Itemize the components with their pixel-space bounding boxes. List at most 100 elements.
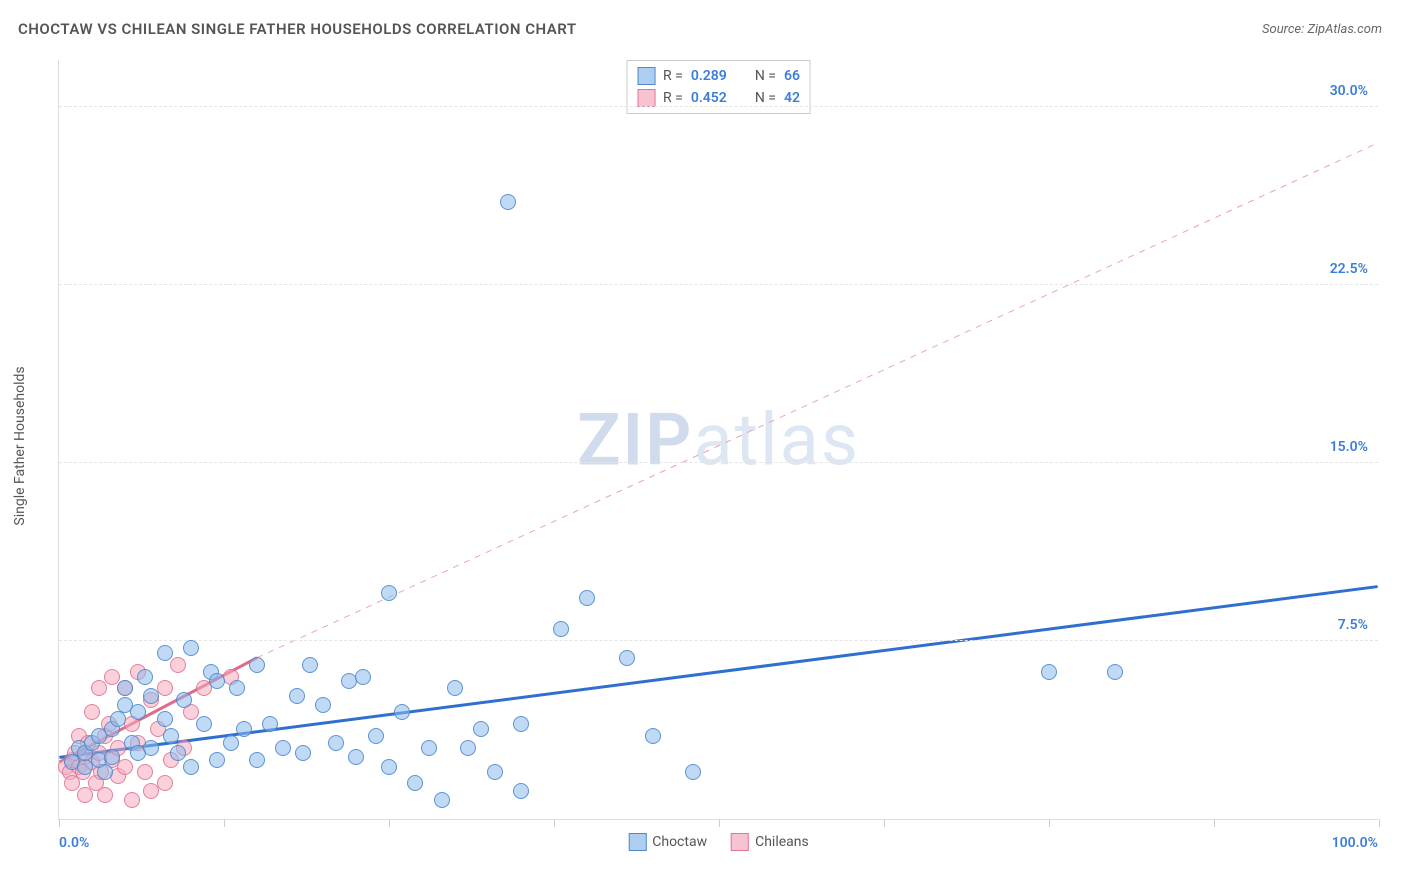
data-point [619, 650, 635, 666]
data-point [447, 680, 463, 696]
data-point [394, 704, 410, 720]
correlation-chart: CHOCTAW VS CHILEAN SINGLE FATHER HOUSEHO… [0, 0, 1406, 892]
data-point [460, 740, 476, 756]
data-point [381, 759, 397, 775]
legend-series-label: Chileans [755, 834, 809, 850]
data-point [143, 740, 159, 756]
x-tick [389, 819, 390, 827]
n-label: N = [755, 68, 776, 84]
data-point [348, 749, 364, 765]
data-point [381, 585, 397, 601]
data-point [137, 764, 153, 780]
data-point [579, 590, 595, 606]
data-point [97, 764, 113, 780]
legend-series-item: Chileans [731, 833, 809, 851]
r-value: 0.289 [691, 68, 727, 84]
data-point [130, 704, 146, 720]
data-point [249, 657, 265, 673]
x-tick [1214, 819, 1215, 827]
watermark: ZIPatlas [577, 397, 860, 482]
data-point [84, 704, 100, 720]
data-point [170, 745, 186, 761]
data-point [434, 792, 450, 808]
y-tick-label: 15.0% [1330, 439, 1368, 455]
plot-area: ZIPatlas R =0.289N =66R =0.452N =42 Choc… [58, 60, 1378, 820]
n-value: 42 [784, 90, 800, 106]
data-point [97, 787, 113, 803]
data-point [91, 680, 107, 696]
legend-swatch [731, 833, 749, 851]
data-point [209, 673, 225, 689]
data-point [685, 764, 701, 780]
data-point [209, 752, 225, 768]
x-tick [554, 819, 555, 827]
x-min-label: 0.0% [59, 835, 89, 851]
data-point [645, 728, 661, 744]
data-point [473, 721, 489, 737]
data-point [176, 692, 192, 708]
data-point [295, 745, 311, 761]
n-label: N = [755, 90, 776, 106]
data-point [315, 697, 331, 713]
r-label: R = [663, 90, 683, 106]
x-tick [224, 819, 225, 827]
data-point [196, 716, 212, 732]
data-point [421, 740, 437, 756]
x-tick [59, 819, 60, 827]
legend-correlation-row: R = 0.289 N = 66 [637, 65, 800, 87]
data-point [513, 716, 529, 732]
x-max-label: 100.0% [1332, 835, 1378, 851]
data-point [500, 194, 516, 210]
data-point [110, 711, 126, 727]
x-tick [1049, 819, 1050, 827]
data-point [124, 792, 140, 808]
data-point [249, 752, 265, 768]
data-point [553, 621, 569, 637]
legend-series-label: Choctaw [652, 834, 707, 850]
r-value: 0.452 [691, 90, 727, 106]
gridline [59, 284, 1378, 285]
y-tick-label: 7.5% [1338, 617, 1368, 633]
data-point [183, 759, 199, 775]
trend-lines-layer [59, 60, 1378, 819]
data-point [407, 775, 423, 791]
data-point [513, 783, 529, 799]
data-point [143, 688, 159, 704]
y-tick-label: 22.5% [1330, 261, 1368, 277]
data-point [104, 749, 120, 765]
watermark-rest: atlas [693, 397, 860, 482]
data-point [163, 728, 179, 744]
data-point [117, 759, 133, 775]
data-point [289, 688, 305, 704]
trend-line [257, 143, 1378, 658]
data-point [157, 645, 173, 661]
data-point [1107, 664, 1123, 680]
gridline [59, 106, 1378, 107]
data-point [229, 680, 245, 696]
data-point [236, 721, 252, 737]
y-tick-label: 30.0% [1330, 83, 1368, 99]
r-label: R = [663, 68, 683, 84]
data-point [302, 657, 318, 673]
data-point [157, 775, 173, 791]
legend-swatch [628, 833, 646, 851]
source-attribution: Source: ZipAtlas.com [1262, 22, 1382, 37]
watermark-bold: ZIP [577, 397, 693, 482]
n-value: 66 [784, 68, 800, 84]
legend-swatch [637, 67, 655, 85]
x-tick [884, 819, 885, 827]
data-point [117, 680, 133, 696]
data-point [183, 640, 199, 656]
y-axis-label: Single Father Households [12, 366, 28, 525]
gridline [59, 462, 1378, 463]
data-point [157, 711, 173, 727]
legend-swatch [637, 89, 655, 107]
legend-series: Choctaw Chileans [628, 833, 809, 851]
data-point [262, 716, 278, 732]
x-tick [1379, 819, 1380, 827]
data-point [355, 669, 371, 685]
data-point [487, 764, 503, 780]
source-label: Source: [1262, 22, 1304, 37]
data-point [223, 735, 239, 751]
data-point [104, 669, 120, 685]
